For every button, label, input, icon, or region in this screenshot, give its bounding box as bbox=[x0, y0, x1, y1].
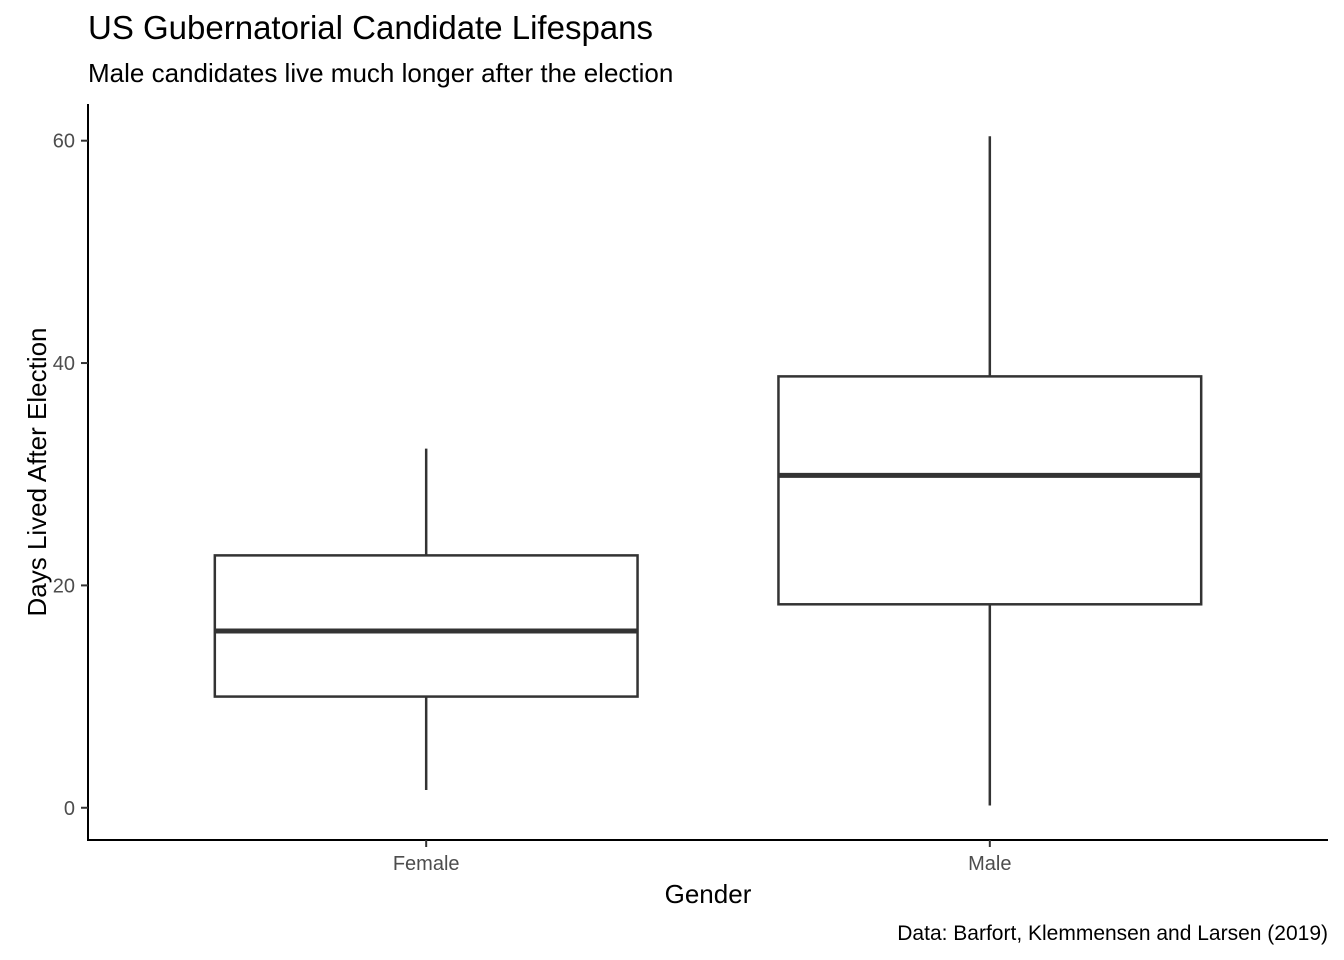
y-tick-label: 40 bbox=[53, 353, 75, 375]
boxes-layer bbox=[213, 136, 1203, 806]
box-male bbox=[777, 136, 1203, 806]
y-tick-label: 60 bbox=[53, 131, 75, 153]
x-tick-label: Male bbox=[968, 853, 1011, 875]
axes-layer bbox=[87, 104, 1328, 841]
chart-title: US Gubernatorial Candidate Lifespans bbox=[88, 9, 654, 46]
chart-caption: Data: Barfort, Klemmensen and Larsen (20… bbox=[897, 922, 1328, 945]
x-axis-title: Gender bbox=[665, 879, 752, 909]
iqr-box bbox=[213, 554, 639, 698]
chart-subtitle: Male candidates live much longer after t… bbox=[88, 58, 674, 88]
x-tick-label: Female bbox=[393, 853, 460, 875]
y-axis-title: Days Lived After Election bbox=[22, 327, 52, 616]
y-tick-label: 0 bbox=[64, 798, 75, 820]
iqr-box bbox=[777, 375, 1203, 606]
ticks-layer: 0 20 40 60 Female Male bbox=[53, 131, 1012, 875]
box-female bbox=[213, 448, 639, 790]
y-tick-label: 20 bbox=[53, 575, 75, 597]
